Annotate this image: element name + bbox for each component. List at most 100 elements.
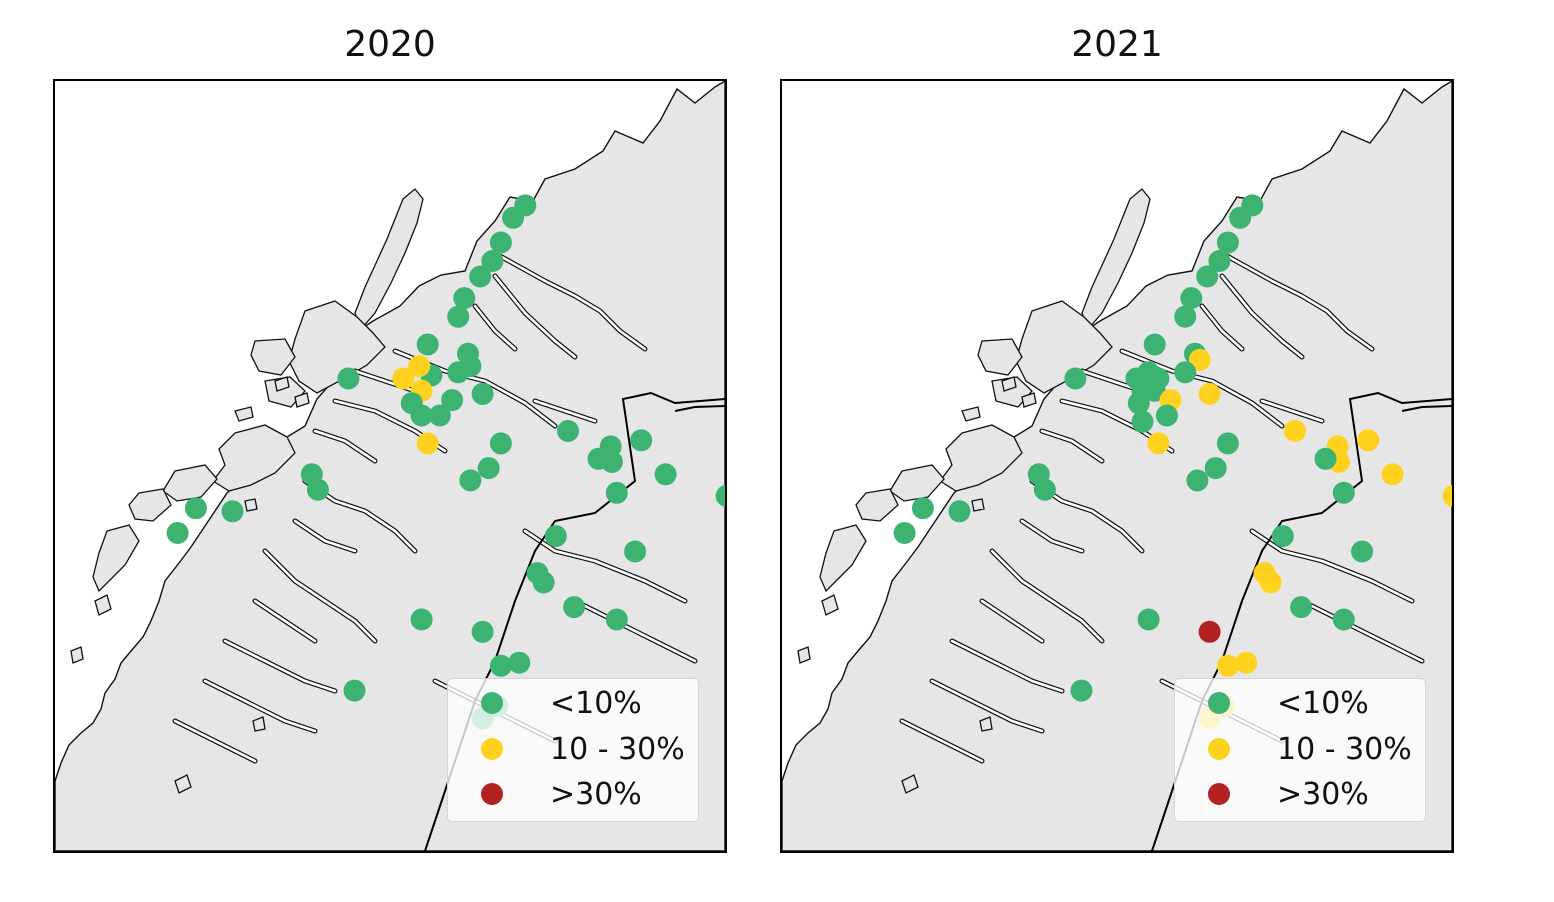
fjord (223, 639, 337, 693)
site-marker-low (441, 389, 464, 412)
island (94, 594, 112, 616)
legend-item-medium: 10 - 30% (1175, 729, 1412, 769)
site-marker-yellow (408, 355, 431, 378)
site-marker-low (893, 522, 916, 544)
fjord (263, 549, 377, 643)
site-marker-low (184, 497, 207, 520)
island (977, 338, 1023, 376)
island (70, 646, 84, 664)
legend-label-high: >30% (1277, 776, 1369, 812)
site-marker-low (221, 500, 244, 523)
legend-label-medium: 10 - 30% (1277, 731, 1412, 767)
site-marker-low (1064, 367, 1087, 390)
site-marker-low (1216, 432, 1239, 455)
site-marker-low (544, 525, 567, 548)
fjord (1040, 429, 1104, 463)
island (979, 716, 993, 732)
fjord (523, 529, 687, 603)
site-marker-low (489, 432, 512, 455)
fjord (1020, 519, 1084, 553)
fjord (533, 399, 597, 423)
site-marker-low (1174, 305, 1197, 328)
island (128, 488, 172, 522)
fjord (473, 304, 517, 351)
fjord (990, 549, 1104, 643)
site-marker-low (1033, 478, 1056, 501)
site-marker-low (948, 500, 971, 523)
legend: <10% 10 - 30% >30% (1174, 678, 1426, 822)
site-marker-low (563, 596, 586, 619)
island (244, 498, 258, 512)
site-marker-low (469, 265, 492, 288)
legend: <10% 10 - 30% >30% (447, 678, 699, 822)
site-marker-low (166, 522, 189, 544)
legend-marker-medium (1208, 738, 1230, 760)
legend-item-high: >30% (1175, 774, 1369, 814)
site-marker-low (1137, 608, 1160, 631)
fjord (203, 679, 317, 733)
site-marker-low (600, 450, 623, 473)
island (250, 338, 296, 376)
site-marker-low (410, 608, 433, 631)
fjord (1225, 254, 1374, 351)
island (819, 524, 867, 593)
fjord (1260, 399, 1324, 423)
site-marker-yellow (1198, 382, 1221, 405)
site-marker-yellow (1357, 429, 1380, 452)
legend-label-low: <10% (1277, 685, 1369, 721)
island (797, 646, 811, 664)
fjord (1300, 599, 1424, 663)
legend-label-medium: 10 - 30% (550, 731, 685, 767)
site-marker-low (343, 679, 366, 702)
site-marker-low (337, 367, 360, 390)
site-marker-low (1290, 596, 1313, 619)
panel-title-2020: 2020 (344, 24, 436, 65)
fjord (980, 599, 1044, 643)
site-marker-low (605, 608, 628, 631)
site-marker-low (1186, 469, 1209, 492)
site-marker-low (605, 481, 628, 504)
legend-marker-medium (481, 738, 503, 760)
map-panel-2021[interactable]: <10% 10 - 30% >30% (780, 79, 1454, 853)
site-marker-yellow (1188, 348, 1211, 371)
legend-item-medium: 10 - 30% (448, 729, 685, 769)
site-marker-low (410, 404, 433, 427)
island (274, 376, 290, 392)
fjord (950, 639, 1064, 693)
site-marker-low (306, 478, 329, 501)
site-marker-low (447, 361, 470, 384)
site-marker-low (502, 206, 525, 229)
fjord (1200, 304, 1244, 351)
island (174, 774, 192, 794)
island (971, 498, 985, 512)
panel-title-2021: 2021 (1071, 24, 1163, 65)
country-border (674, 405, 725, 412)
island (212, 424, 296, 492)
site-marker-low (624, 540, 647, 563)
site-marker-yellow (1284, 420, 1306, 442)
site-marker-low (630, 429, 653, 452)
site-marker-low (453, 287, 476, 310)
legend-marker-low (481, 692, 503, 714)
site-marker-low (1180, 287, 1203, 310)
island (901, 774, 919, 794)
site-marker-yellow (1235, 651, 1258, 674)
island (1021, 392, 1037, 408)
site-marker-yellow (1259, 571, 1282, 594)
map-panel-2020[interactable]: <10% 10 - 30% >30% (53, 79, 727, 853)
fjord (498, 254, 647, 351)
site-marker-low (1155, 404, 1178, 427)
site-marker-low (1216, 231, 1239, 254)
fjord (1220, 274, 1304, 359)
site-marker-low (654, 463, 677, 486)
site-marker-low (1196, 265, 1219, 288)
island (252, 716, 266, 732)
site-marker-low (1143, 333, 1166, 356)
legend-marker-high (481, 783, 503, 805)
site-marker-low (1143, 379, 1166, 402)
fjord (293, 519, 357, 553)
legend-item-low: <10% (448, 683, 642, 723)
legend-item-low: <10% (1175, 683, 1369, 723)
site-marker-low (1332, 481, 1355, 504)
site-marker-low (1204, 457, 1227, 480)
